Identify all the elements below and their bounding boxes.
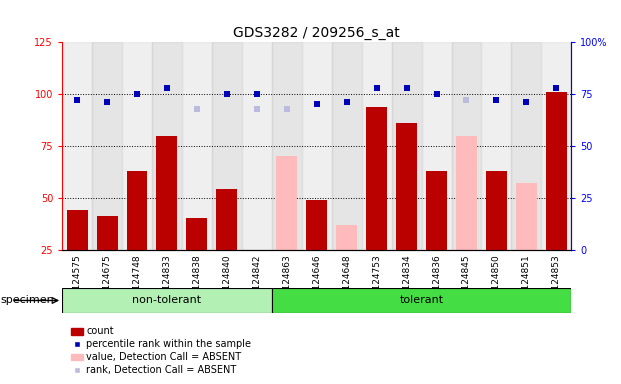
Bar [212, 42, 242, 250]
Bar [512, 42, 542, 250]
Bar [396, 123, 417, 250]
Bar [422, 42, 451, 250]
Bar [272, 42, 302, 250]
Bar [276, 156, 297, 250]
Bar [516, 183, 537, 250]
Bar [242, 42, 272, 250]
Bar [122, 42, 152, 250]
Bar [332, 42, 361, 250]
Bar [481, 42, 512, 250]
Legend: count, percentile rank within the sample, value, Detection Call = ABSENT, rank, : count, percentile rank within the sample… [67, 323, 255, 379]
Text: non-tolerant: non-tolerant [132, 295, 201, 306]
Bar [542, 42, 571, 250]
Bar [62, 288, 272, 313]
Text: specimen: specimen [1, 295, 55, 305]
Bar [216, 189, 237, 250]
Text: tolerant: tolerant [399, 295, 443, 306]
Bar [456, 136, 477, 250]
Bar [426, 171, 447, 250]
Bar [96, 217, 117, 250]
Bar [127, 171, 147, 250]
Bar [361, 42, 392, 250]
Bar [272, 288, 571, 313]
Bar [152, 42, 182, 250]
Bar [156, 136, 178, 250]
Bar [366, 106, 387, 250]
Bar [182, 42, 212, 250]
Bar [302, 42, 332, 250]
Bar [92, 42, 122, 250]
Bar [306, 200, 327, 250]
Bar [486, 171, 507, 250]
Title: GDS3282 / 209256_s_at: GDS3282 / 209256_s_at [233, 26, 400, 40]
Bar [451, 42, 481, 250]
Bar [336, 225, 357, 250]
Bar [62, 42, 92, 250]
Bar [66, 210, 88, 250]
Bar [546, 92, 567, 250]
Bar [186, 218, 207, 250]
Bar [186, 241, 207, 250]
Bar [392, 42, 422, 250]
